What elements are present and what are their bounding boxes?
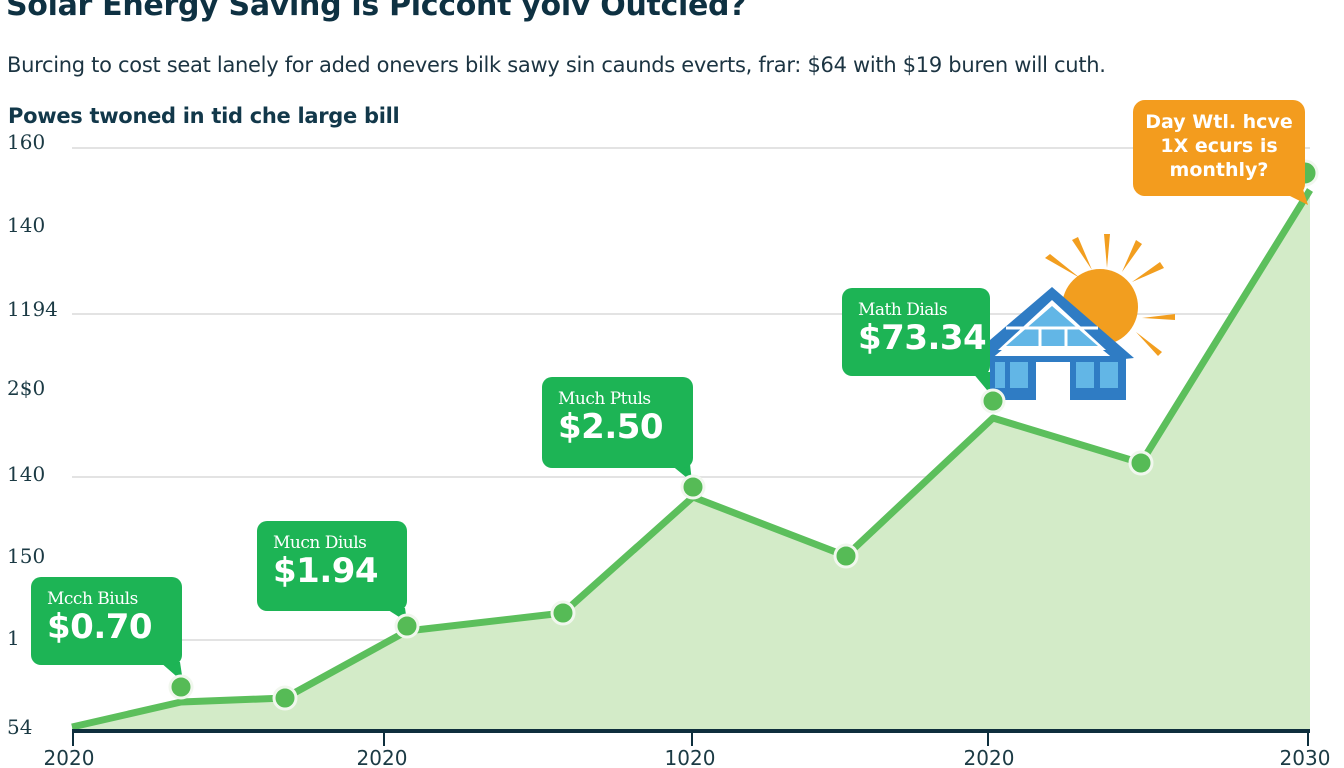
data-point[interactable] (168, 674, 194, 700)
callout-label: Much Ptuls (558, 389, 651, 409)
callout-label: Mcch Biuls (47, 589, 138, 609)
x-tick-label: 2020 (43, 746, 95, 768)
question-callout: Day Wtl. hcve 1X ecurs is monthly? (1133, 100, 1305, 196)
data-line (71, 188, 1313, 731)
callout-box: Much Ptuls $2.50 (542, 377, 693, 468)
data-point[interactable] (1128, 450, 1154, 476)
callout-value: $2.50 (558, 407, 664, 447)
x-tick-label: 2020 (356, 746, 408, 768)
data-point[interactable] (550, 600, 576, 626)
x-axis-ticks (72, 731, 1309, 746)
callout-value: $0.70 (47, 607, 153, 647)
callout-value: $1.94 (273, 551, 379, 591)
y-tick-label: 1194 (7, 297, 58, 321)
question-line: 1X ecurs is (1160, 135, 1278, 157)
callout-value: $73.34 (858, 318, 987, 358)
y-tick-label: 2$0 (7, 376, 46, 400)
y-tick-label: 54 (7, 715, 33, 739)
callout-label: Math Dials (858, 300, 948, 320)
data-point[interactable] (272, 685, 298, 711)
callout-box: Math Dials $73.34 (842, 288, 990, 376)
chart-subtitle: Burcing to cost seat lanely for aded one… (7, 53, 1106, 77)
x-tick-label: 1020 (664, 746, 716, 768)
data-point[interactable] (394, 613, 420, 639)
y-tick-label: 150 (7, 544, 46, 568)
callout-tail (972, 372, 992, 396)
y-axis-title: Powes twoned in tid che large bill (8, 104, 400, 128)
x-tick-label: 2030 (1279, 746, 1331, 768)
data-point[interactable] (833, 543, 859, 569)
area-fill (72, 190, 1310, 731)
callout-box: Mcch Biuls $0.70 (31, 577, 182, 665)
x-tick-label: 2020 (963, 746, 1015, 768)
data-point[interactable] (680, 474, 706, 500)
callout-box: Mucn Diuls $1.94 (257, 521, 407, 611)
house-icon (976, 287, 1134, 400)
question-line: monthly? (1169, 159, 1269, 181)
page-title: Solar Energy Saving is Piccont yoiv Outc… (6, 0, 747, 23)
y-tick-label: 140 (7, 462, 46, 486)
y-tick-label: 160 (7, 130, 46, 154)
callout-label: Mucn Diuls (273, 533, 367, 553)
y-tick-label: 1 (7, 626, 20, 650)
question-line: Day Wtl. hcve (1145, 111, 1293, 133)
data-point[interactable] (980, 388, 1006, 414)
y-tick-label: 140 (7, 213, 46, 237)
